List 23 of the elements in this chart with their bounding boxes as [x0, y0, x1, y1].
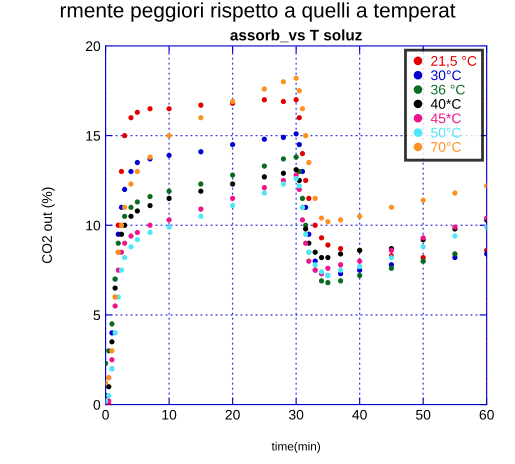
- y-tick-label: 0: [94, 400, 100, 410]
- x-tick-label: 60: [480, 410, 494, 420]
- y-tick-label: 10: [86, 220, 100, 230]
- legend-label: 21,5 °C: [431, 56, 476, 68]
- text: rmente peggiori rispetto a quelli a temperat: [60, 2, 456, 22]
- x-axis-title: time(min): [272, 442, 320, 453]
- legend-label: 70°C: [431, 142, 461, 152]
- legend-label: 30°C: [431, 70, 461, 80]
- y-tick-label: 20: [86, 41, 100, 52]
- legend-label: 45*C: [430, 113, 461, 124]
- x-tick-label: 20: [226, 410, 240, 420]
- legend-label: 50°C: [431, 128, 461, 138]
- chart-title: assorb_vs T soluz: [230, 29, 362, 42]
- x-tick-label: 50: [416, 410, 430, 420]
- x-tick-label: 10: [162, 410, 176, 420]
- legend-label: 40*C: [430, 99, 461, 109]
- x-tick-label: 40: [352, 410, 367, 420]
- y-tick-label: 5: [94, 310, 100, 320]
- y-tick-label: 15: [86, 131, 100, 141]
- x-tick-label: 30: [288, 410, 304, 420]
- x-tick-label: 0: [102, 410, 109, 420]
- legend-label: 36 °C: [431, 84, 465, 95]
- y-axis-title: CO2 out (%): [42, 188, 55, 264]
